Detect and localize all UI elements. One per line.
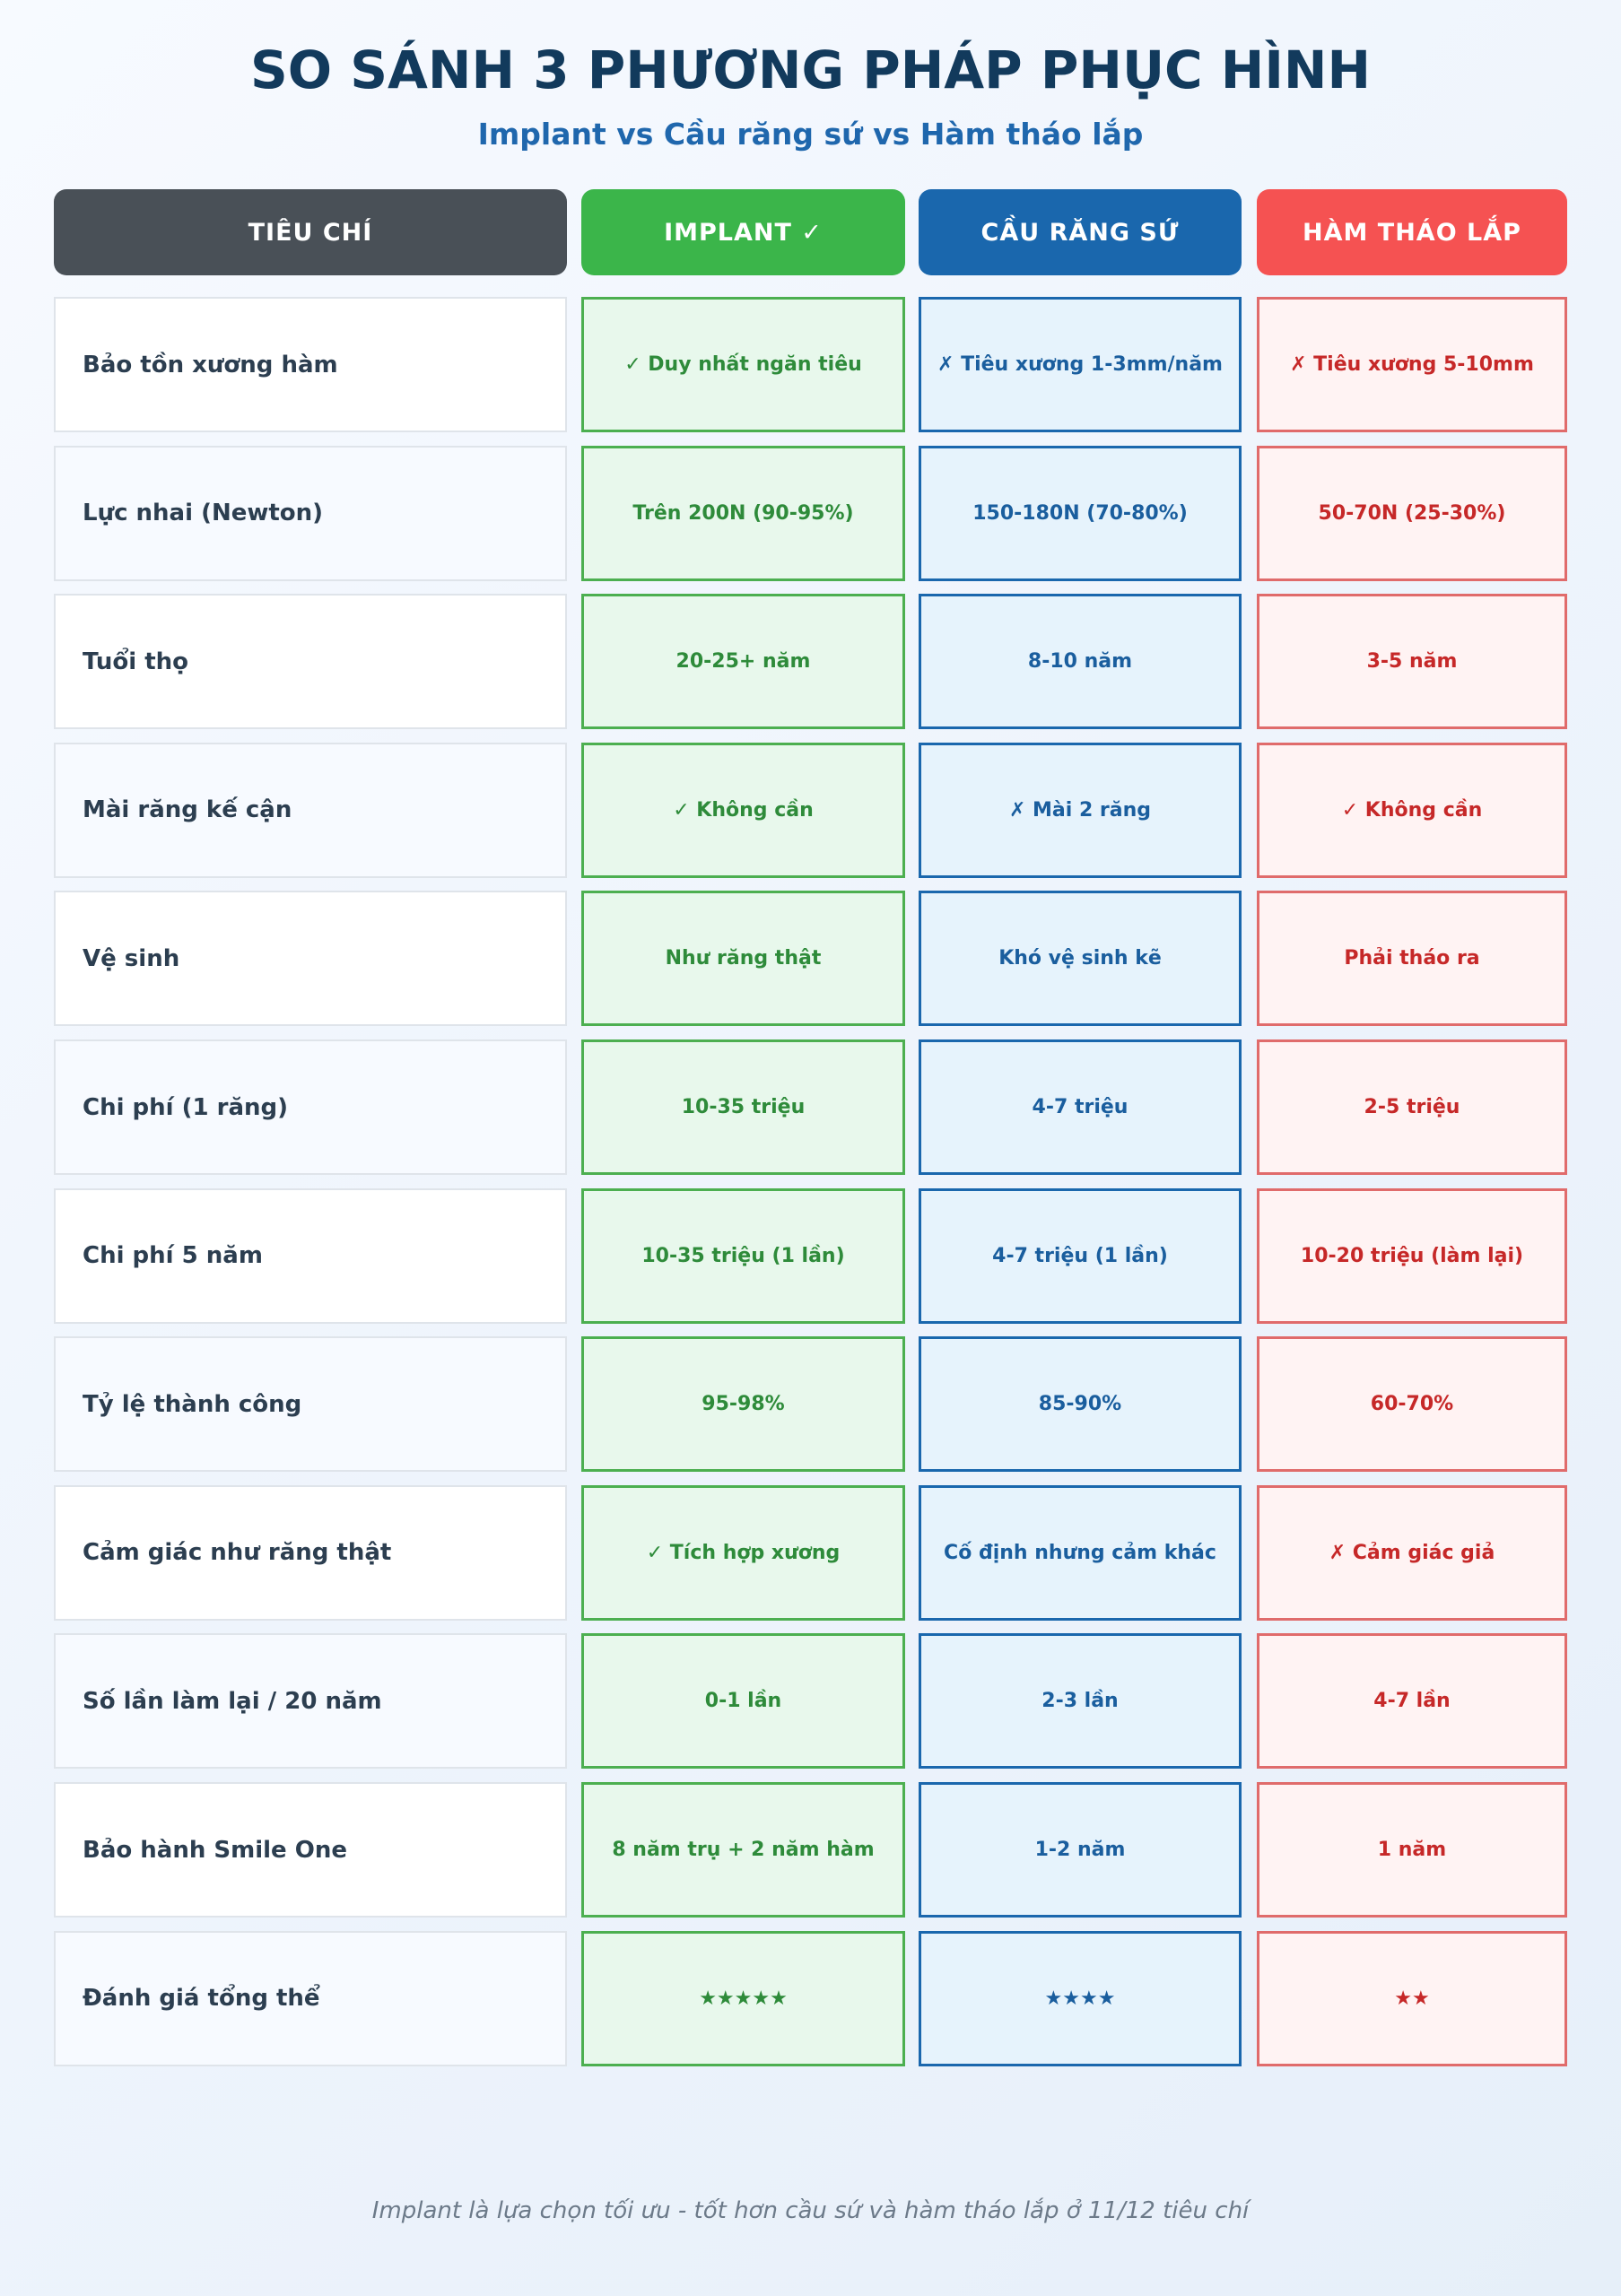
value-cell: 0-1 lần xyxy=(581,1633,905,1770)
value-cell: Cố định nhưng cảm khác xyxy=(919,1484,1242,1621)
footer-note: Implant là lựa chọn tối ưu - tốt hơn cầu… xyxy=(371,2197,1250,2224)
value-cell: ✗ Cảm giác giả xyxy=(1257,1484,1567,1621)
value-cell: Khó vệ sinh kẽ xyxy=(919,891,1242,1027)
value-cell: 85-90% xyxy=(919,1336,1242,1473)
value-cell: 20-25+ năm xyxy=(581,594,905,730)
value-cell: Như răng thật xyxy=(581,891,905,1027)
value-cell: 10-35 triệu xyxy=(581,1039,905,1175)
criterion-cell: Tỷ lệ thành công xyxy=(54,1336,567,1473)
title: SO SÁNH 3 PHƯƠNG PHÁP PHỤC HÌNH xyxy=(249,39,1371,100)
criterion-cell: Mài răng kế cận xyxy=(54,742,567,878)
value-cell: ✓ Không cần xyxy=(1257,742,1567,878)
value-cell: Phải tháo ra xyxy=(1257,891,1567,1027)
value-cell: 8-10 năm xyxy=(919,594,1242,730)
value-cell: ✓ Không cần xyxy=(581,742,905,878)
column-header: CẦU RĂNG SỨ xyxy=(919,189,1242,275)
value-cell: 2-5 triệu xyxy=(1257,1039,1567,1175)
subtitle: Implant vs Cầu răng sứ vs Hàm tháo lắp xyxy=(477,117,1144,152)
value-cell: 60-70% xyxy=(1257,1336,1567,1473)
criterion-cell: Đánh giá tổng thể xyxy=(54,1930,567,2066)
value-cell: Trên 200N (90-95%) xyxy=(581,445,905,581)
criterion-cell: Bảo hành Smile One xyxy=(54,1782,567,1918)
value-cell: 4-7 triệu (1 lần) xyxy=(919,1187,1242,1324)
criterion-cell: Tuổi thọ xyxy=(54,594,567,730)
criterion-cell: Chi phí (1 răng) xyxy=(54,1039,567,1175)
criterion-cell: Số lần làm lại / 20 năm xyxy=(54,1633,567,1770)
value-cell: 2-3 lần xyxy=(919,1633,1242,1770)
value-cell: 95-98% xyxy=(581,1336,905,1473)
value-cell: ★★★★ xyxy=(919,1930,1242,2066)
column-header: IMPLANT ✓ xyxy=(581,189,905,275)
value-cell: 4-7 lần xyxy=(1257,1633,1567,1770)
criterion-cell: Cảm giác như răng thật xyxy=(54,1484,567,1621)
value-cell: ★★ xyxy=(1257,1930,1567,2066)
column-header: TIÊU CHÍ xyxy=(54,189,567,275)
value-cell: 1-2 năm xyxy=(919,1782,1242,1918)
criterion-cell: Chi phí 5 năm xyxy=(54,1187,567,1324)
criterion-cell: Vệ sinh xyxy=(54,891,567,1027)
criterion-cell: Bảo tồn xương hàm xyxy=(54,297,567,432)
value-cell: 4-7 triệu xyxy=(919,1039,1242,1175)
criterion-cell: Lực nhai (Newton) xyxy=(54,445,567,581)
value-cell: 50-70N (25-30%) xyxy=(1257,445,1567,581)
value-cell: 150-180N (70-80%) xyxy=(919,445,1242,581)
value-cell: ✗ Tiêu xương 5-10mm xyxy=(1257,297,1567,432)
value-cell: 1 năm xyxy=(1257,1782,1567,1918)
column-header: HÀM THÁO LẮP xyxy=(1257,189,1567,275)
value-cell: ✗ Mài 2 răng xyxy=(919,742,1242,878)
value-cell: ✓ Tích hợp xương xyxy=(581,1484,905,1621)
value-cell: 10-20 triệu (làm lại) xyxy=(1257,1187,1567,1324)
value-cell: 3-5 năm xyxy=(1257,594,1567,730)
value-cell: ★★★★★ xyxy=(581,1930,905,2066)
value-cell: 10-35 triệu (1 lần) xyxy=(581,1187,905,1324)
value-cell: ✓ Duy nhất ngăn tiêu xyxy=(581,297,905,432)
value-cell: 8 năm trụ + 2 năm hàm xyxy=(581,1782,905,1918)
value-cell: ✗ Tiêu xương 1-3mm/năm xyxy=(919,297,1242,432)
